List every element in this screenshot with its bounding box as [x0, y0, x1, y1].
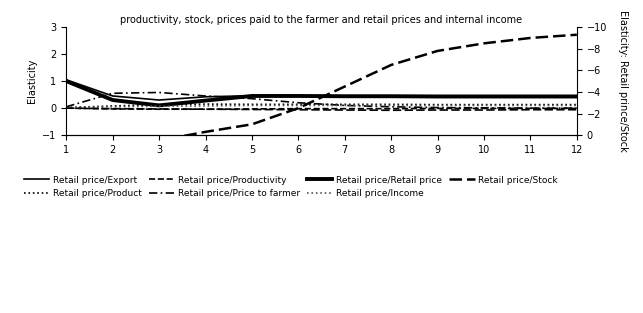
- Legend: Retail price/Export, Retail price/Product, Retail price/Productivity, Retail pri: Retail price/Export, Retail price/Produc…: [21, 172, 561, 202]
- Y-axis label: Elasticity: Retail prince/Stock: Elasticity: Retail prince/Stock: [618, 10, 628, 152]
- Title: productivity, stock, prices paid to the farmer and retail prices and internal in: productivity, stock, prices paid to the …: [120, 15, 523, 25]
- Y-axis label: Elasticity: Elasticity: [27, 59, 37, 103]
